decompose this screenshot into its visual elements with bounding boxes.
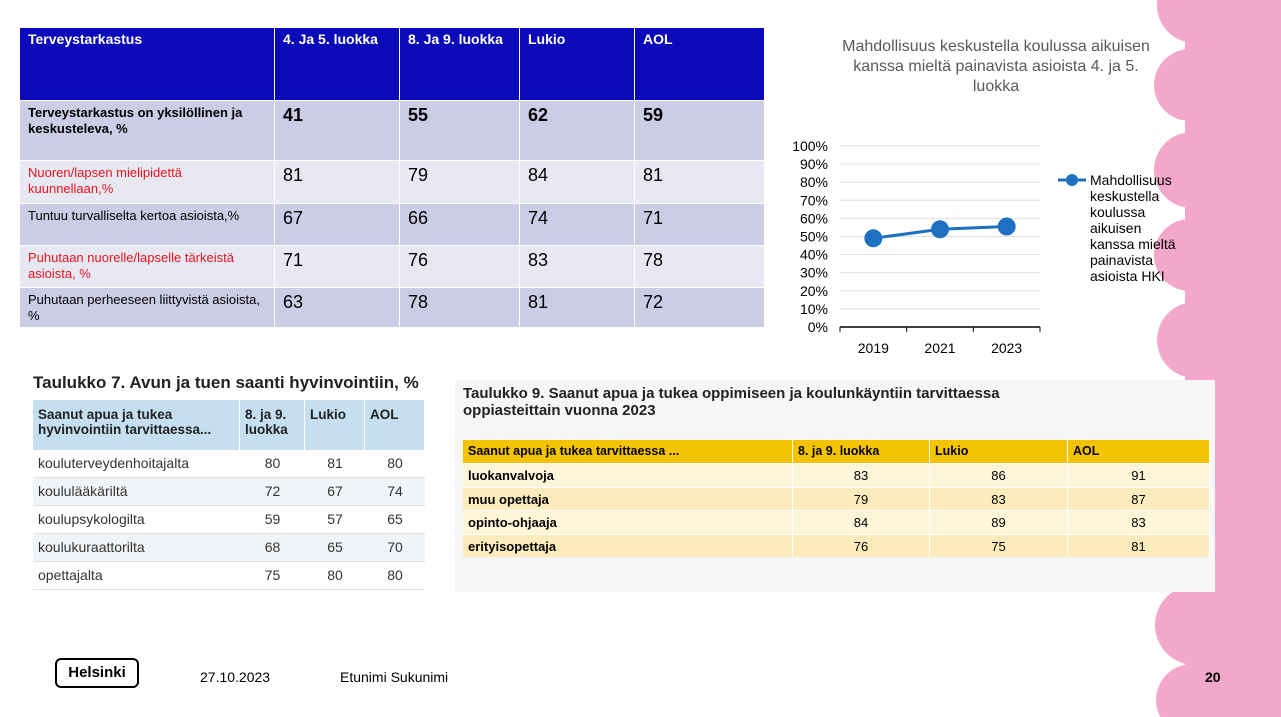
slide: Taulukko 9. Saanut apua ja tukea oppimis… [0, 0, 1281, 717]
y-tick-label: 30% [800, 265, 828, 281]
y-tick-label: 50% [800, 229, 828, 245]
footer-date: 27.10.2023 [200, 669, 270, 685]
y-tick-label: 40% [800, 247, 828, 263]
footer-author: Etunimi Sukunimi [340, 669, 448, 685]
y-tick-label: 0% [808, 319, 828, 335]
marker [998, 218, 1016, 236]
legend-marker [1066, 174, 1078, 186]
y-tick-label: 90% [800, 156, 828, 172]
logo: Helsinki [55, 658, 139, 688]
chart: 0%10%20%30%40%50%60%70%80%90%100%2019202… [0, 0, 1281, 717]
y-tick-label: 20% [800, 283, 828, 299]
marker [931, 220, 949, 238]
x-tick-label: 2019 [858, 340, 889, 356]
y-tick-label: 70% [800, 192, 828, 208]
y-tick-label: 100% [792, 138, 828, 154]
legend-label: Mahdollisuus keskustella koulussa aikuis… [1090, 172, 1185, 284]
x-tick-label: 2021 [924, 340, 955, 356]
x-tick-label: 2023 [991, 340, 1022, 356]
y-tick-label: 10% [800, 301, 828, 317]
y-tick-label: 80% [800, 174, 828, 190]
marker [864, 229, 882, 247]
y-tick-label: 60% [800, 210, 828, 226]
page-number: 20 [1205, 669, 1221, 685]
